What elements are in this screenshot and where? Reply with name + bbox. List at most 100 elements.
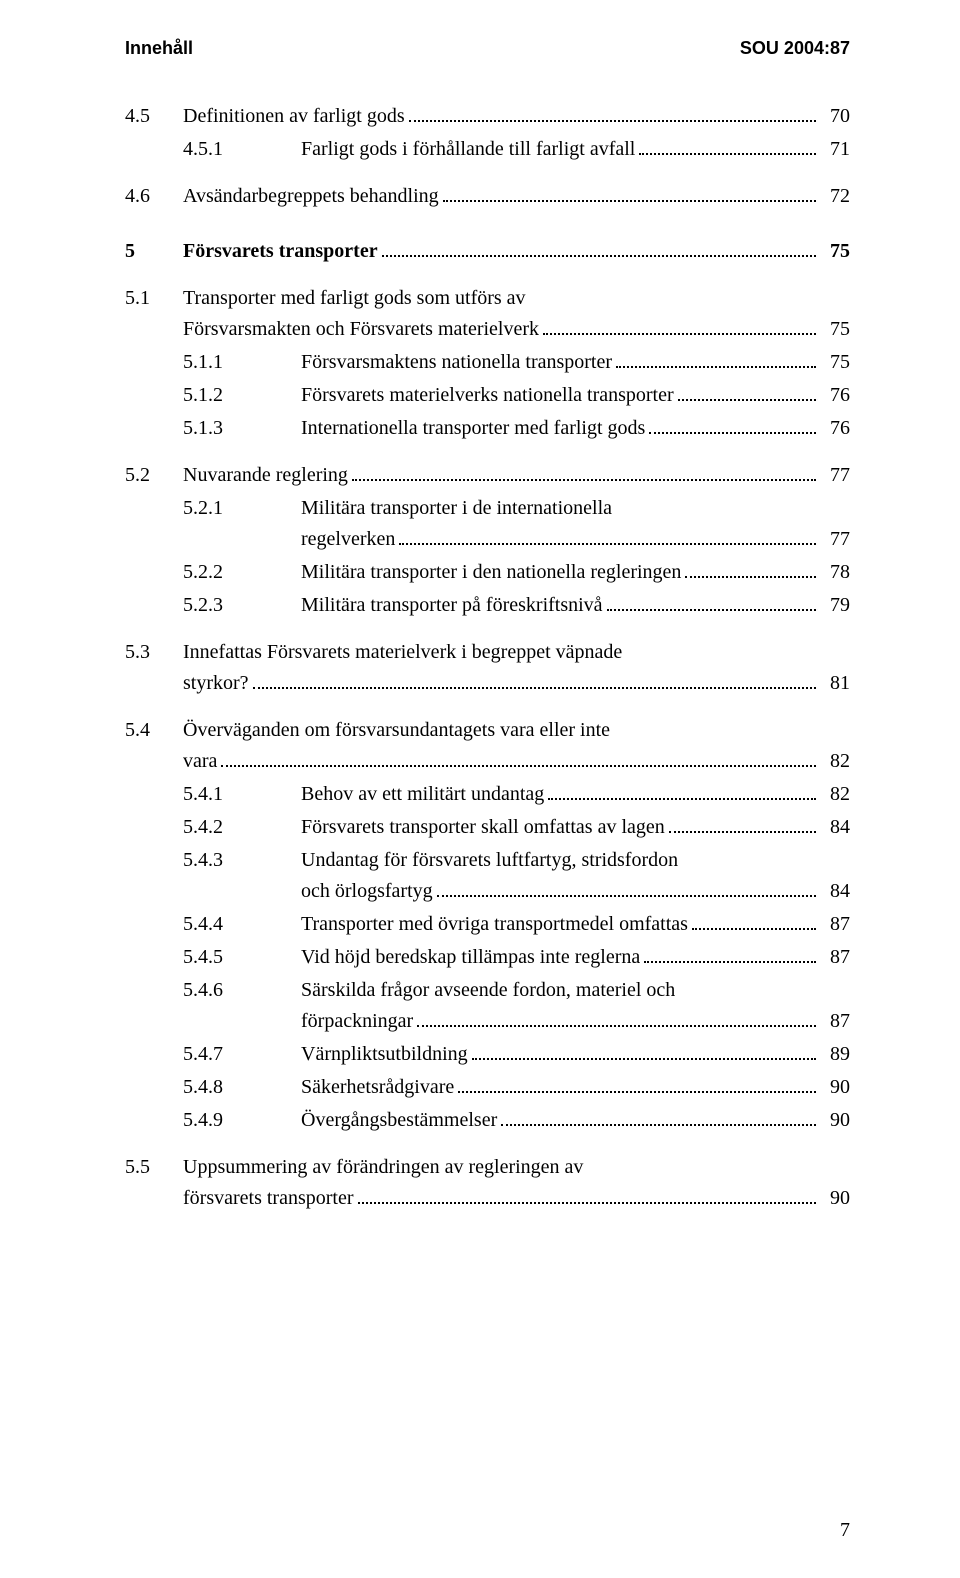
toc-entry-title: Militära transporter på föreskriftsnivå 7… [301,590,850,621]
toc-leader-dots [458,1073,816,1093]
toc-leader-dots [382,237,816,257]
toc-entry-last-line: förpackningar 87 [301,1006,850,1037]
toc-entry-title: Försvarets materielverks nationella tran… [301,380,850,411]
toc-entry: 5.2.1Militära transporter i de internati… [125,493,850,555]
toc-entry-page: 89 [820,1039,850,1070]
toc-entry-title-text: vara [183,746,217,777]
toc-entry-title-text: Värnpliktsutbildning [301,1039,468,1070]
toc-entry: 4.6Avsändarbegreppets behandling 72 [125,181,850,212]
toc-entry-last-line: Försvarets transporter skall omfattas av… [301,812,850,843]
toc-entry-number: 5.1.2 [125,380,301,411]
toc-entry-title-line: Innefattas Försvarets materielverk i beg… [183,637,850,668]
toc-entry-title: Särskilda frågor avseende fordon, materi… [301,975,850,1037]
toc-entry-title: Vid höjd beredskap tillämpas inte regler… [301,942,850,973]
toc-entry-page: 90 [820,1072,850,1103]
toc-entry-page: 90 [820,1105,850,1136]
toc-entry-number: 5.1 [125,283,183,314]
toc-leader-dots [358,1184,817,1204]
toc-entry-number: 5.4 [125,715,183,746]
page-header: Innehåll SOU 2004:87 [125,38,850,59]
toc-entry: 5.1Transporter med farligt gods som utfö… [125,283,850,345]
toc-entry-last-line: Definitionen av farligt gods70 [183,101,850,132]
toc-entry-number: 5.3 [125,637,183,668]
toc-entry-last-line: Avsändarbegreppets behandling 72 [183,181,850,212]
toc-entry-title: Avsändarbegreppets behandling 72 [183,181,850,212]
toc-entry-title-text: förpackningar [301,1006,413,1037]
toc-entry: 5.2.2Militära transporter i den nationel… [125,557,850,588]
toc-entry-page: 76 [820,413,850,444]
toc-entry-number: 5.2.1 [125,493,301,524]
toc-entry-title: Undantag för försvarets luftfartyg, stri… [301,845,850,907]
header-document-id: SOU 2004:87 [740,38,850,59]
toc-entry-number: 5.2.3 [125,590,301,621]
toc-leader-dots [221,747,816,767]
toc-entry-page: 70 [820,101,850,132]
toc-entry-title-line: Uppsummering av förändringen av reglerin… [183,1152,850,1183]
toc-leader-dots [685,558,816,578]
toc-entry-page: 75 [820,347,850,378]
toc-leader-dots [649,414,816,434]
toc-entry-page: 84 [820,876,850,907]
toc-entry-page: 75 [820,236,850,267]
toc-entry-page: 71 [820,134,850,165]
toc-entry-title-text: Försvarets transporter skall omfattas av… [301,812,665,843]
toc-entry-title-text: Avsändarbegreppets behandling [183,181,439,212]
toc-entry-number: 5.4.1 [125,779,301,810]
toc-entry-number: 4.5 [125,101,183,132]
toc-entry-page: 75 [820,314,850,345]
toc-entry-last-line: Nuvarande reglering77 [183,460,850,491]
toc-entry: 5.4.3Undantag för försvarets luftfartyg,… [125,845,850,907]
toc-entry-number: 5.4.3 [125,845,301,876]
toc-entry-title: Säkerhetsrådgivare90 [301,1072,850,1103]
toc-entry-title-text: styrkor? [183,668,249,699]
toc-entry-number: 5.4.4 [125,909,301,940]
toc-entry-page: 81 [820,668,850,699]
toc-entry-title: Innefattas Försvarets materielverk i beg… [183,637,850,699]
toc-entry-title: Försvarsmaktens nationella transporter75 [301,347,850,378]
toc-entry-number: 5.1.3 [125,413,301,444]
toc-leader-dots [472,1040,816,1060]
toc-entry-page: 84 [820,812,850,843]
toc-entry: 4.5Definitionen av farligt gods70 [125,101,850,132]
toc-entry-title: Värnpliktsutbildning 89 [301,1039,850,1070]
table-of-contents: 4.5Definitionen av farligt gods704.5.1Fa… [125,101,850,1214]
toc-entry-number: 5.2.2 [125,557,301,588]
toc-leader-dots [409,102,816,122]
toc-entry-title: Nuvarande reglering77 [183,460,850,491]
toc-entry-page: 82 [820,779,850,810]
toc-entry-title: Internationella transporter med farligt … [301,413,850,444]
toc-leader-dots [443,182,816,202]
toc-leader-dots [644,943,816,963]
toc-entry: 4.5.1Farligt gods i förhållande till far… [125,134,850,165]
toc-entry: 5.2Nuvarande reglering77 [125,460,850,491]
toc-entry: 5.1.2Försvarets materielverks nationella… [125,380,850,411]
toc-entry-number: 5.4.6 [125,975,301,1006]
toc-entry: 5.4.6Särskilda frågor avseende fordon, m… [125,975,850,1037]
toc-entry: 5.4.4Transporter med övriga transportmed… [125,909,850,940]
toc-entry-page: 87 [820,1006,850,1037]
toc-leader-dots [616,348,816,368]
toc-entry-title: Definitionen av farligt gods70 [183,101,850,132]
toc-entry-last-line: Värnpliktsutbildning 89 [301,1039,850,1070]
toc-entry: 5.4.1Behov av ett militärt undantag 82 [125,779,850,810]
toc-entry-page: 72 [820,181,850,212]
toc-entry-number: 5.4.2 [125,812,301,843]
toc-entry: 5.4Överväganden om försvarsundantagets v… [125,715,850,777]
toc-entry-title-text: Militära transporter i den nationella re… [301,557,681,588]
toc-entry-title-text: Behov av ett militärt undantag [301,779,544,810]
toc-entry-title: Behov av ett militärt undantag 82 [301,779,850,810]
toc-entry: 5.4.8Säkerhetsrådgivare90 [125,1072,850,1103]
toc-entry-title: Militära transporter i den nationella re… [301,557,850,588]
toc-entry-title-text: Försvarets transporter [183,236,378,267]
toc-entry-page: 79 [820,590,850,621]
toc-entry-title-text: Militära transporter på föreskriftsnivå [301,590,603,621]
toc-entry-title: Uppsummering av förändringen av reglerin… [183,1152,850,1214]
toc-entry-last-line: Övergångsbestämmelser90 [301,1105,850,1136]
toc-entry-number: 5.4.7 [125,1039,301,1070]
toc-entry-last-line: Militära transporter i den nationella re… [301,557,850,588]
toc-entry-number: 4.6 [125,181,183,212]
toc-entry-last-line: Internationella transporter med farligt … [301,413,850,444]
toc-entry-page: 87 [820,942,850,973]
toc-entry-page: 77 [820,460,850,491]
toc-entry-last-line: styrkor? 81 [183,668,850,699]
